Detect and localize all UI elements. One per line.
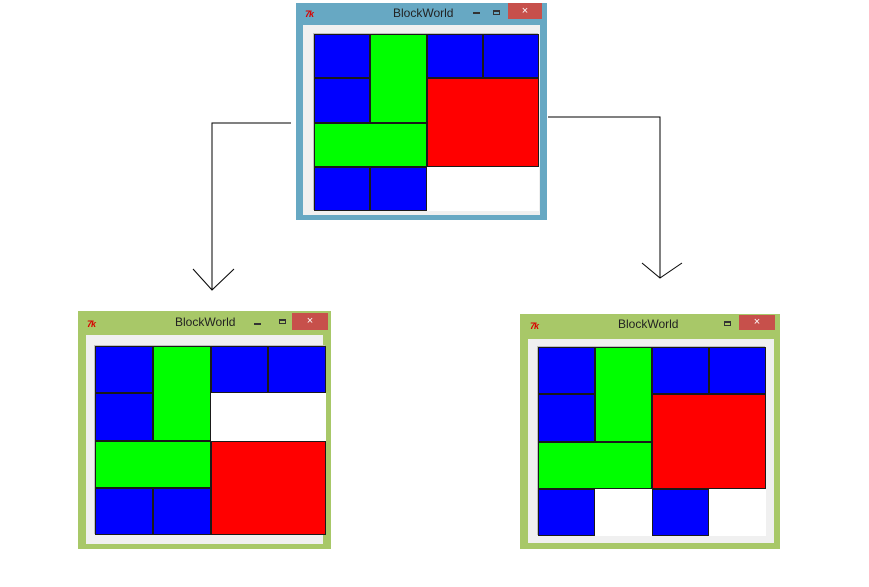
blue-block[interactable]	[426, 34, 483, 79]
tk-app-icon[interactable]: 7k	[87, 319, 96, 329]
blue-block[interactable]	[370, 166, 427, 211]
close-button[interactable]: ×	[292, 313, 328, 330]
maximize-button[interactable]	[276, 315, 289, 328]
empty-cell	[595, 488, 652, 536]
arrowhead-right	[641, 262, 683, 279]
window-client-area	[86, 335, 326, 544]
blue-block[interactable]	[95, 346, 153, 394]
blue-block[interactable]	[652, 488, 709, 536]
blockworld-window-top: 7k BlockWorld ×	[296, 3, 547, 220]
window-client-area	[528, 339, 774, 543]
green-block[interactable]	[538, 441, 652, 489]
blue-block[interactable]	[538, 347, 595, 395]
blockworld-window-left: 7k BlockWorld ×	[78, 311, 331, 549]
arrowhead-left	[192, 268, 235, 291]
blue-block[interactable]	[314, 34, 371, 79]
empty-cell	[426, 166, 539, 211]
blue-block[interactable]	[314, 78, 371, 123]
blue-block[interactable]	[314, 166, 371, 211]
blue-block[interactable]	[538, 488, 595, 536]
title-bar[interactable]: 7k BlockWorld ×	[296, 3, 547, 23]
empty-cell	[709, 488, 766, 536]
red-block[interactable]	[426, 78, 539, 167]
blue-block[interactable]	[210, 346, 269, 394]
blue-block[interactable]	[538, 394, 595, 442]
title-bar[interactable]: 7k BlockWorld ×	[78, 311, 331, 333]
title-bar[interactable]: 7k BlockWorld ×	[520, 314, 780, 335]
tk-app-icon[interactable]: 7k	[305, 9, 314, 19]
block-grid	[313, 33, 539, 211]
window-title: BlockWorld	[393, 6, 454, 20]
green-block[interactable]	[152, 346, 211, 441]
green-block[interactable]	[314, 122, 427, 167]
blue-block[interactable]	[652, 347, 709, 395]
close-button[interactable]: ×	[508, 3, 542, 19]
blockworld-window-right: 7k BlockWorld ×	[520, 314, 780, 549]
blue-block[interactable]	[95, 487, 153, 535]
blue-block[interactable]	[268, 346, 326, 394]
red-block[interactable]	[210, 440, 326, 535]
window-title: BlockWorld	[175, 315, 236, 329]
window-client-area	[303, 25, 540, 215]
blue-block[interactable]	[95, 393, 153, 441]
blue-block[interactable]	[709, 347, 766, 395]
maximize-button[interactable]	[721, 317, 734, 330]
edge-top-to-right	[548, 116, 661, 278]
block-grid	[537, 346, 766, 536]
minimize-button[interactable]	[251, 317, 264, 330]
window-title: BlockWorld	[618, 317, 679, 331]
green-block[interactable]	[595, 347, 652, 442]
block-grid	[94, 345, 326, 535]
close-button[interactable]: ×	[739, 315, 775, 330]
tk-app-icon[interactable]: 7k	[530, 321, 539, 331]
blue-block[interactable]	[152, 487, 211, 535]
edge-top-to-left	[211, 122, 291, 290]
maximize-button[interactable]	[490, 6, 503, 19]
minimize-button[interactable]	[470, 6, 483, 19]
empty-cell	[210, 393, 326, 441]
blue-block[interactable]	[482, 34, 539, 79]
green-block[interactable]	[370, 34, 427, 123]
red-block[interactable]	[652, 394, 766, 489]
green-block[interactable]	[95, 440, 211, 488]
